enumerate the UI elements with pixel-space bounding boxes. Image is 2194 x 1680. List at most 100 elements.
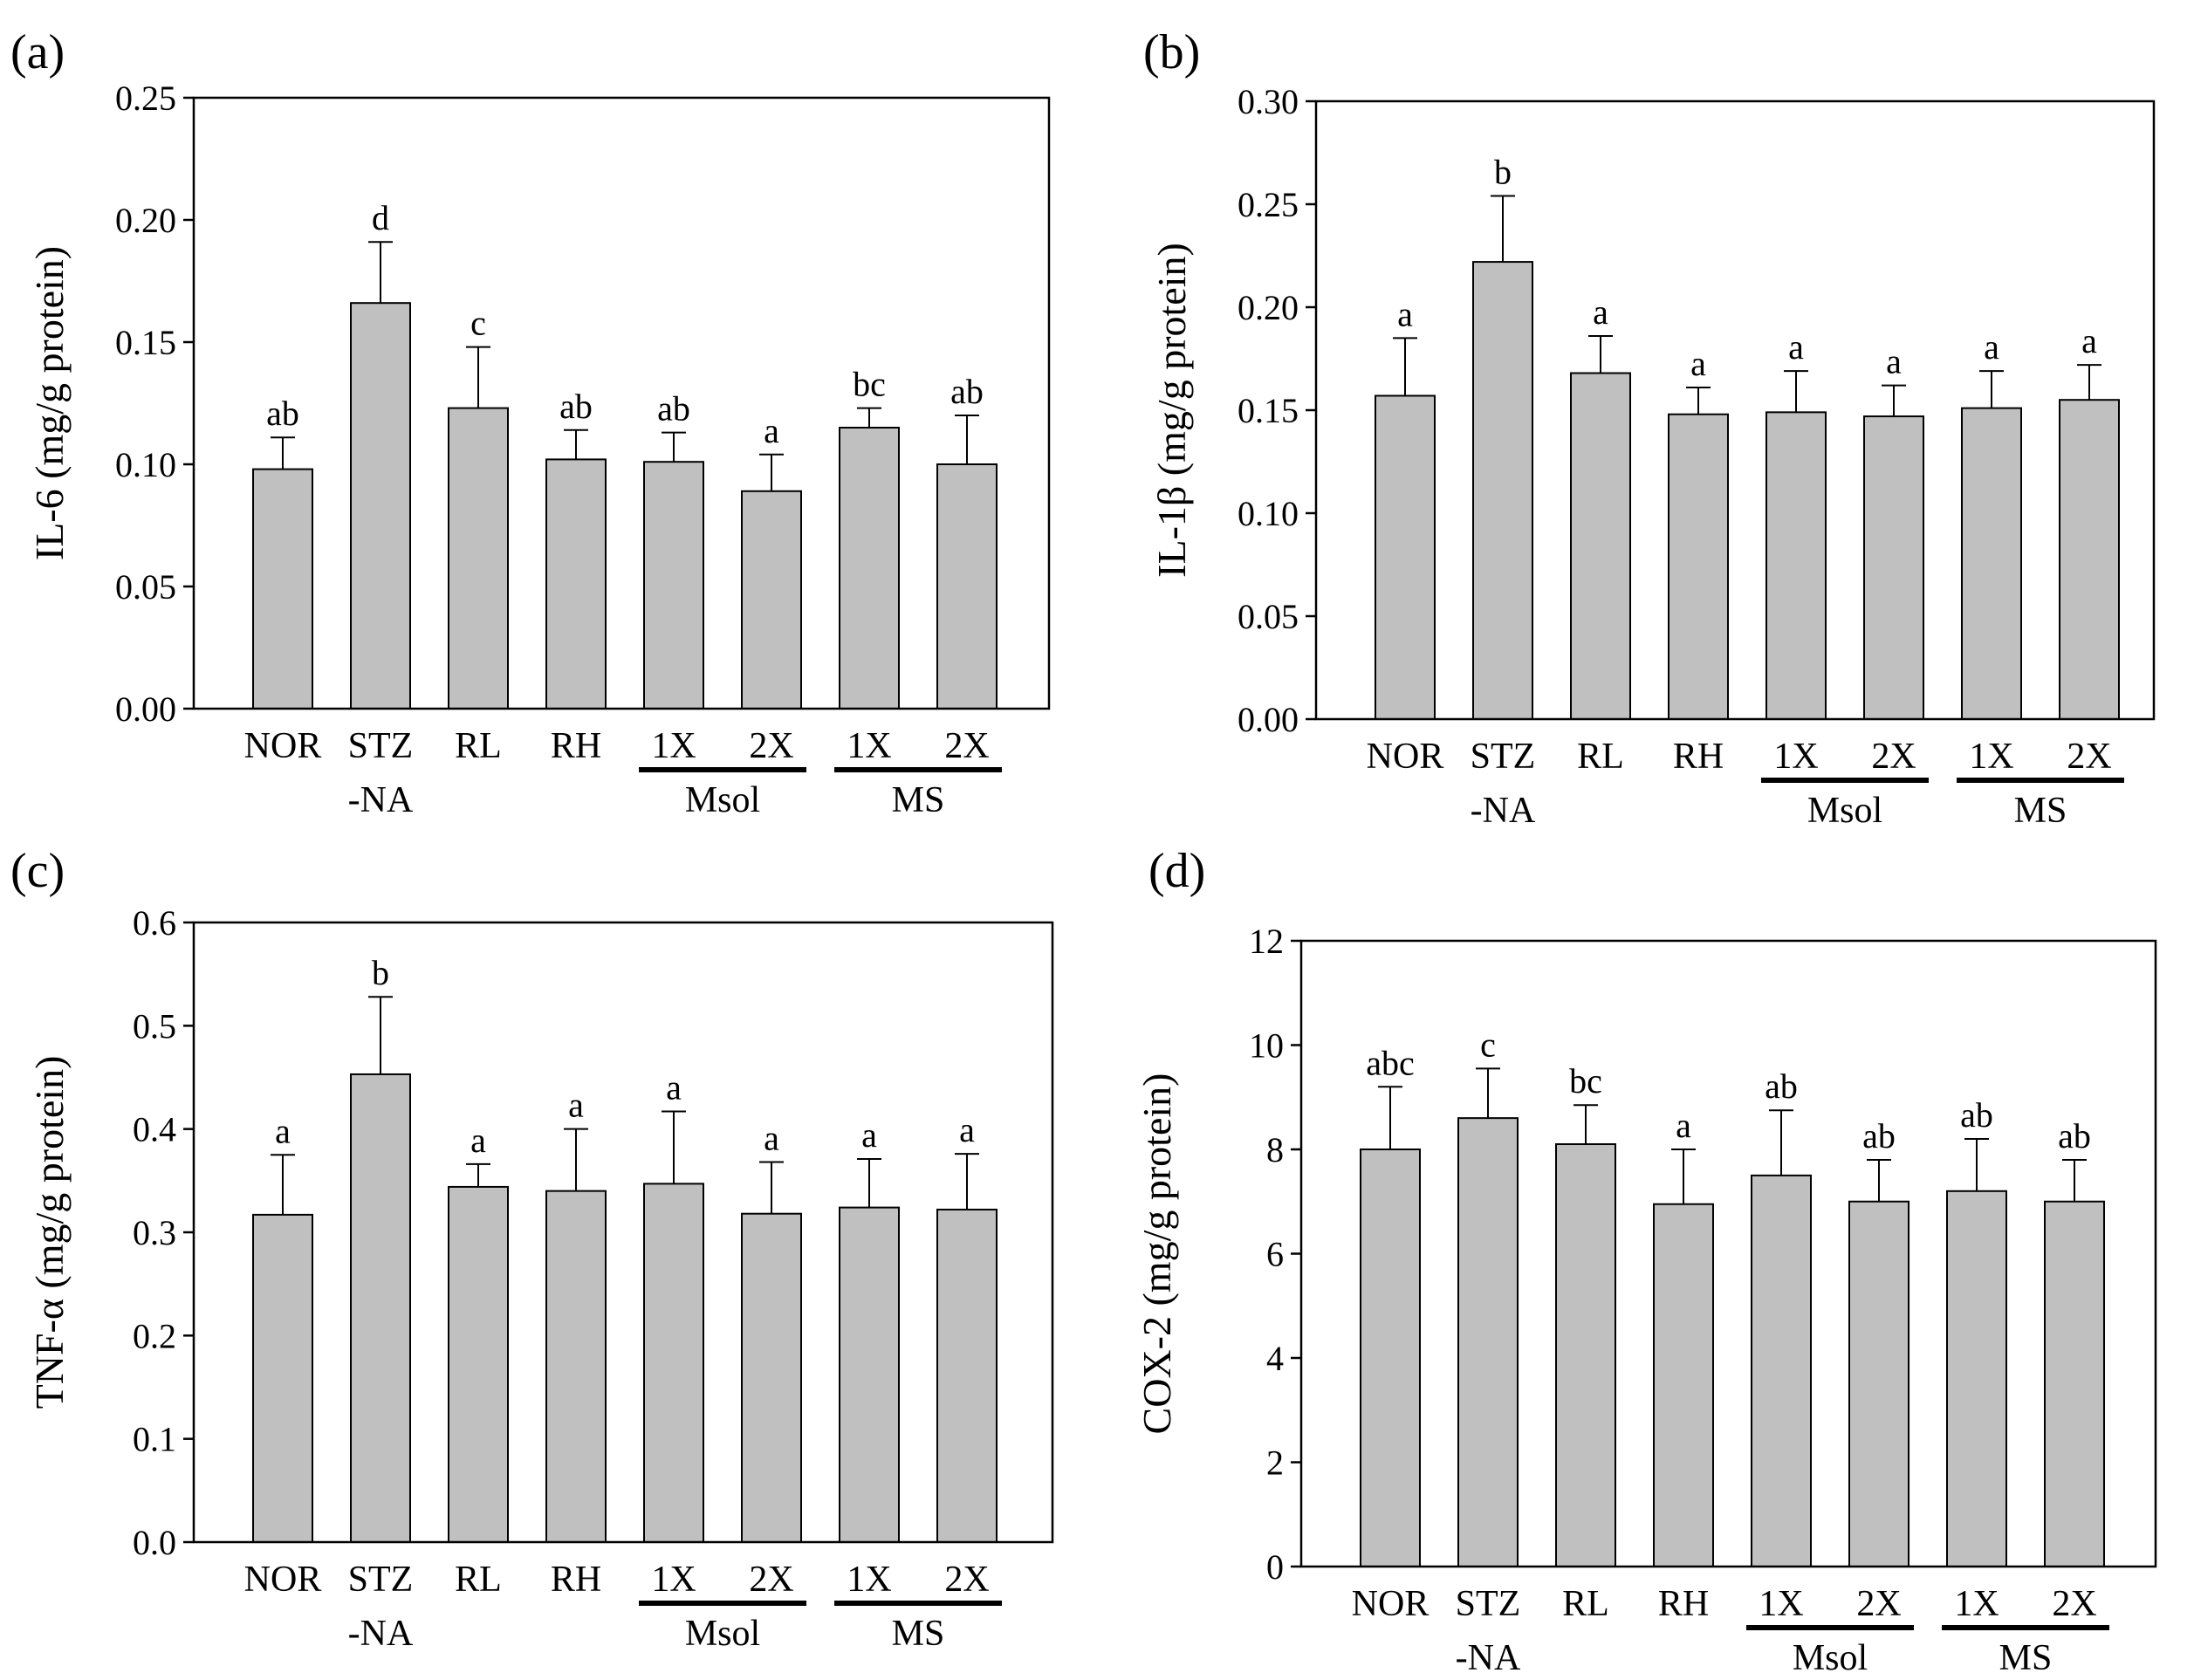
significance-letter: ab [657,389,690,429]
x-tick-label: RL [1562,1584,1609,1624]
bar [252,1213,313,1543]
x-tick-label: NOR [244,726,322,766]
group-label: MS [2014,791,2067,831]
x-tick-label: RL [455,1560,502,1600]
x-tick-label: 1X [651,726,696,766]
significance-letter: a [861,1115,877,1155]
bar [1946,1190,2007,1568]
y-axis-title: IL-6 (mg/g protein) [27,246,72,560]
x-tick-label: NOR [1352,1584,1430,1624]
bar [936,1208,998,1543]
significance-letter: a [1984,327,1999,367]
x-tick-label: 1X [1773,737,1818,777]
panel-label: (c) [10,844,65,898]
y-tick-label: 0.00 [115,689,176,729]
bar [350,302,411,710]
bar [1472,261,1533,720]
x-tick-label: RH [551,1560,601,1600]
significance-letter: c [470,304,486,343]
significance-letter: a [568,1086,584,1125]
x-tick-label: 2X [1871,737,1916,777]
x-tick-label: STZ [348,726,414,766]
bar [252,468,313,710]
y-tick-label: 0.6 [133,903,176,943]
significance-letter: ab [266,394,299,433]
bar [1457,1117,1519,1567]
x-tick-label: 2X [749,1560,793,1600]
chart-panel-1: (a) ab d c ab ab a bc ab 0.00 0.05 0.10 0.15 0.20 0.25… [10,25,1051,820]
significance-letter: a [1886,342,1902,381]
x-tick-label: 1X [651,1560,696,1600]
x-tick-label: -NA [1471,791,1536,831]
y-tick-label: 0.10 [1238,494,1299,533]
y-tick-label: 6 [1266,1235,1284,1274]
significance-letter: d [372,198,389,237]
bar [1848,1200,1909,1567]
group-label: Msol [1807,791,1882,831]
x-tick-label: STZ [1471,737,1536,777]
y-tick-label: 0.25 [115,79,176,118]
plot-frame [1299,939,2157,1568]
x-tick-label: RH [1673,737,1724,777]
y-tick-label: 0.30 [1238,82,1299,121]
y-tick-label: 4 [1266,1339,1284,1378]
significance-letter: ab [1765,1066,1798,1106]
y-axis-title: IL-1β (mg/g protein) [1149,243,1194,578]
x-tick-label: -NA [1456,1638,1521,1678]
y-tick-label: 0.5 [133,1006,176,1046]
x-tick-label: 2X [1856,1584,1901,1624]
y-tick-label: 0 [1266,1547,1284,1587]
y-tick-label: 2 [1266,1443,1284,1483]
x-tick-label: -NA [348,780,414,820]
significance-letter: a [2081,321,2097,360]
significance-letter: b [1494,153,1512,192]
y-tick-label: 0.05 [115,567,176,607]
bar [839,1206,900,1543]
x-tick-label: RL [1577,737,1624,777]
significance-letter: ab [950,372,984,411]
plot-frame [192,921,1054,1544]
significance-letter: c [1480,1025,1496,1064]
significance-letter: a [1788,327,1804,367]
x-tick-label: RL [455,726,502,766]
chart-panel-2: (b) a b a a a a a a 0.00 0.05 0.10 0.15 0.20 0.25 0.30 I… [1143,25,2156,831]
y-tick-label: 0.1 [133,1420,176,1459]
y-tick-label: 0.05 [1238,597,1299,636]
y-tick-label: 12 [1249,922,1284,961]
y-tick-label: 10 [1249,1026,1284,1066]
bar [1555,1143,1616,1568]
y-tick-label: 0.00 [1238,700,1299,739]
x-tick-label: STZ [1456,1584,1521,1624]
significance-letter: a [764,411,779,450]
significance-letter: bc [1569,1061,1602,1101]
chart-panel-4: (d) abc c bc a ab ab ab ab 0 2 4 6 8 10 12 COX-2 (mg/g p… [1135,844,2157,1678]
bar [2059,399,2120,720]
significance-letter: a [470,1121,486,1160]
bar [643,1183,704,1543]
y-tick-label: 0.10 [115,445,176,484]
y-tick-label: 0.25 [1238,185,1299,224]
significance-letter: ab [1960,1095,1993,1135]
bar [643,461,704,710]
bar [741,1212,802,1543]
significance-letter: ab [1862,1116,1896,1155]
x-tick-label: NOR [244,1560,322,1600]
x-tick-label: -NA [348,1614,414,1654]
y-tick-label: 0.20 [1238,288,1299,327]
plot-frame [192,96,1051,710]
group-label: Msol [685,1614,760,1654]
y-tick-label: 0.0 [133,1523,176,1562]
x-tick-label: 2X [2067,737,2111,777]
group-label: Msol [685,780,760,820]
significance-letter: abc [1366,1043,1415,1082]
significance-letter: a [275,1111,291,1150]
significance-letter: a [666,1068,682,1107]
y-tick-label: 0.15 [115,323,176,362]
x-tick-label: 2X [2052,1584,2096,1624]
x-tick-label: 2X [944,1560,989,1600]
x-tick-label: RH [1658,1584,1709,1624]
plot-frame [1314,99,2156,721]
significance-letter: a [1690,344,1706,383]
x-tick-label: STZ [348,1560,414,1600]
group-label: MS [892,780,945,820]
